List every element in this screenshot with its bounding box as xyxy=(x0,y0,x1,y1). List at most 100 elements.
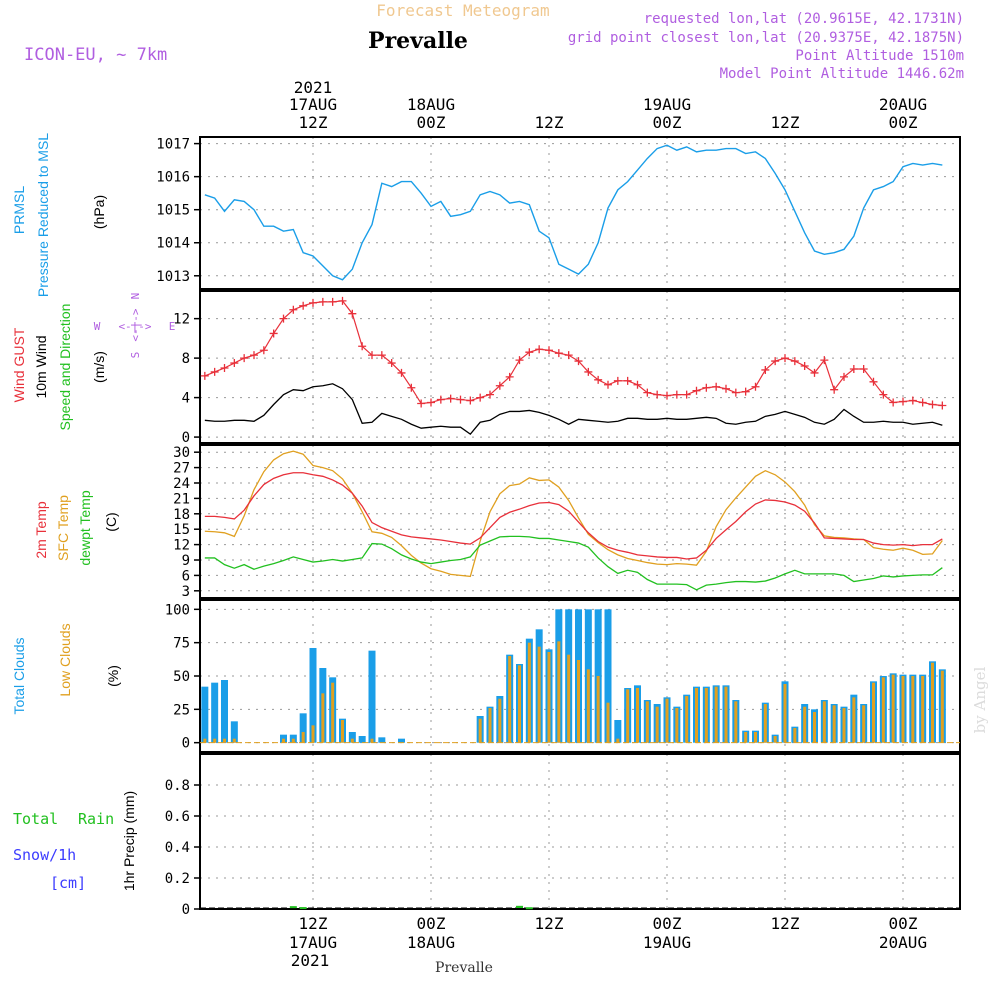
gust-marker xyxy=(751,382,760,391)
gust-marker xyxy=(820,356,829,365)
top-date-label: 17AUG xyxy=(289,95,337,114)
low-cloud-bar xyxy=(891,674,895,743)
low-cloud-bar xyxy=(223,738,226,743)
low-cloud-bar xyxy=(773,736,777,743)
clouds-ylabel-low: Low Clouds xyxy=(57,623,73,696)
bottom-time-label: 00Z xyxy=(653,914,682,933)
y-tick-label: 100 xyxy=(165,602,190,618)
total-cloud-bar xyxy=(211,682,219,743)
low-cloud-bar xyxy=(695,688,698,743)
gust-marker xyxy=(309,298,317,307)
low-cloud-bar xyxy=(527,642,531,743)
rain-bar xyxy=(525,907,533,910)
wind-ylabel-units: (m/s) xyxy=(91,351,107,383)
bottom-time-label: 12Z xyxy=(771,914,800,933)
y-tick-label: 21 xyxy=(173,491,190,507)
low-cloud-bar xyxy=(832,705,836,743)
low-cloud-bar xyxy=(940,670,944,743)
bottom-location: Prevalle xyxy=(435,960,493,976)
gust-marker xyxy=(486,390,494,399)
temp-ylabel-2m: 2m Temp xyxy=(33,501,49,559)
bottom-time-label: 00Z xyxy=(417,914,446,933)
gust-marker xyxy=(279,314,288,323)
gust-marker xyxy=(643,388,652,397)
low-cloud-bar xyxy=(636,688,639,743)
gust-marker xyxy=(210,367,219,376)
low-cloud-bar xyxy=(321,693,325,743)
low-cloud-bar xyxy=(734,701,738,743)
low-cloud-bar xyxy=(350,738,354,743)
temperature-panel: 2m Temp SFC Temp dewpt Temp (C) 36912151… xyxy=(33,444,961,600)
gust-marker xyxy=(594,375,603,384)
low-cloud-bar xyxy=(645,701,649,743)
bottom-year: 2021 xyxy=(291,951,330,970)
gust-marker xyxy=(869,377,878,386)
low-cloud-bar xyxy=(783,684,787,743)
gust-marker xyxy=(515,356,524,365)
compass-horizontal-arrows: <-|-> xyxy=(118,320,151,333)
gust-marker xyxy=(663,391,671,400)
gust-marker xyxy=(800,362,809,371)
bottom-date-label: 17AUG xyxy=(289,933,337,952)
gust-marker xyxy=(899,397,907,406)
wind-ylabel-gust: Wind GUST xyxy=(11,327,27,402)
pressure-ylabel-units: (hPa) xyxy=(91,195,107,229)
top-time-label: 12Z xyxy=(771,113,800,132)
low-cloud-bar xyxy=(911,676,915,743)
compass-s: S xyxy=(129,352,142,359)
gust-marker xyxy=(289,305,298,314)
total-cloud-bar xyxy=(398,738,405,743)
temp-ylabel-sfc: SFC Temp xyxy=(55,495,71,561)
model-altitude: Model Point Altitude 1446.62m xyxy=(720,66,964,82)
gust-marker xyxy=(348,309,357,318)
low-cloud-bar xyxy=(577,660,580,743)
total-cloud-bar xyxy=(348,732,356,743)
gust-marker xyxy=(849,364,858,373)
top-date-label: 20AUG xyxy=(879,95,927,114)
y-tick-label: 12 xyxy=(173,538,190,554)
pressure-ylabel-2: Pressure Reduced to MSL xyxy=(35,133,51,297)
gust-marker xyxy=(564,351,573,360)
y-tick-label: 12 xyxy=(173,312,190,328)
total-cloud-bar xyxy=(309,648,317,743)
total-cloud-bar xyxy=(368,650,376,743)
gust-marker xyxy=(908,396,917,405)
low-cloud-bar xyxy=(881,677,885,743)
pressure-line xyxy=(204,144,943,281)
gust-marker xyxy=(338,296,347,305)
gust-marker xyxy=(712,382,721,391)
gust-marker xyxy=(495,381,504,390)
temp-ylabel-units: (C) xyxy=(103,512,119,531)
total-cloud-bar xyxy=(604,609,612,743)
y-tick-label: 0 xyxy=(182,902,190,918)
y-tick-label: 27 xyxy=(173,461,190,477)
rain-bar xyxy=(516,905,523,908)
low-cloud-bar xyxy=(675,708,679,743)
gust-marker xyxy=(879,390,888,399)
clouds-ylabel-total: Total Clouds xyxy=(11,637,27,714)
wind-ylabel-10m: 10m Wind xyxy=(33,335,49,398)
clouds-ylabels: Total Clouds Low Clouds (%) xyxy=(11,623,121,714)
total-cloud-bar xyxy=(378,737,386,743)
requested-coords: requested lon,lat (20.9615E, 42.1731N) xyxy=(644,11,964,27)
low-cloud-bar xyxy=(547,652,551,743)
panel-frame xyxy=(199,136,961,290)
gust-marker xyxy=(505,372,514,381)
y-tick-label: 30 xyxy=(173,445,190,461)
low-cloud-bar xyxy=(606,702,610,743)
gust-marker xyxy=(407,383,416,392)
low-cloud-bar xyxy=(901,676,905,743)
gust-marker xyxy=(368,351,376,360)
gust-marker xyxy=(220,363,229,372)
top-time-label: 00Z xyxy=(889,113,918,132)
gust-marker xyxy=(535,345,544,354)
wind-ylabel-speed-dir: Speed and Direction xyxy=(57,304,73,431)
gust-marker xyxy=(840,372,848,381)
bottom-time-label: 12Z xyxy=(535,914,564,933)
y-tick-label: 15 xyxy=(173,522,190,538)
gust-marker xyxy=(938,401,947,410)
y-tick-label: 0.4 xyxy=(165,840,190,856)
gust-marker xyxy=(574,357,583,366)
gust-marker xyxy=(299,301,308,310)
